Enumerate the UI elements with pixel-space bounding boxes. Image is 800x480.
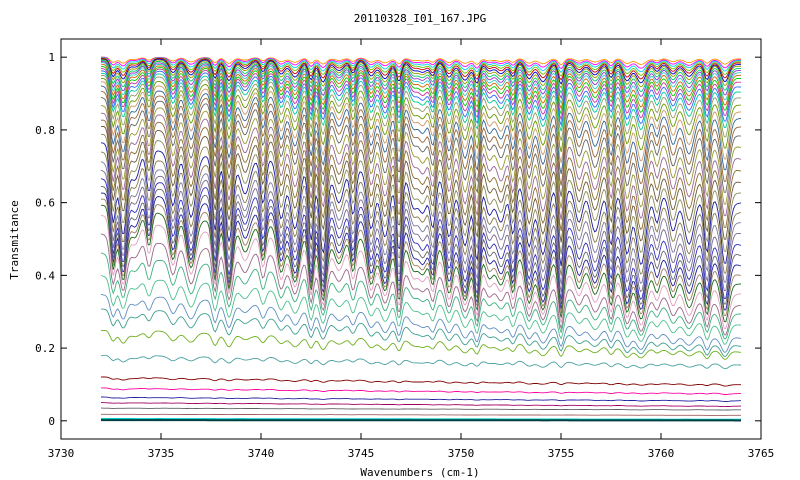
spectrum-series-line	[101, 413, 741, 416]
spectrum-series-line	[100, 85, 742, 175]
spectrum-series-line	[100, 133, 742, 255]
spectrum-series-line	[100, 252, 741, 340]
x-tick-label: 3745	[348, 447, 375, 460]
spectrum-series-line	[101, 81, 742, 164]
spectrum-series-line	[101, 354, 741, 370]
y-tick-label: 0.2	[35, 342, 55, 355]
spectrum-series-line	[101, 387, 741, 395]
spectrum-series-line	[100, 125, 742, 243]
spectrum-series-line	[101, 57, 741, 77]
spectrum-series-line	[101, 58, 742, 85]
x-tick-label: 3735	[148, 447, 175, 460]
y-tick-label: 0.8	[35, 124, 55, 137]
spectrum-series-line	[100, 90, 742, 186]
spectrum-series-line	[101, 59, 742, 90]
spectrum-series-line	[100, 78, 742, 153]
y-axis: 0 0.2 0.4 0.6 0.8 1	[35, 51, 761, 428]
spectrum-series-line	[100, 275, 742, 345]
x-tick-label: 3765	[748, 447, 775, 460]
spectrum-series-line	[100, 233, 742, 336]
spectrum-series-line	[100, 58, 741, 81]
x-tick-label: 3750	[448, 447, 475, 460]
spectrum-series-line	[100, 70, 742, 127]
spectrum-series-line	[100, 329, 742, 360]
spectrum-series-line	[100, 96, 742, 197]
spectrum-series-line	[100, 178, 742, 300]
spectrum-series-line	[100, 104, 742, 209]
spectrum-series-line	[100, 185, 742, 305]
spectrum-series-line	[100, 112, 742, 220]
spectrum-series-line	[100, 204, 742, 323]
spectrum-series-line	[101, 376, 741, 387]
spectrum-series-line	[101, 308, 742, 357]
spectrum-series-line	[100, 151, 742, 276]
spectrum-series-line	[100, 142, 742, 267]
spectrum-series-line	[100, 74, 742, 141]
y-tick-label: 0.4	[35, 269, 55, 282]
x-axis-label: Wavenumbers (cm-1)	[360, 466, 479, 479]
series-layer	[100, 56, 742, 422]
spectrum-series-line	[100, 119, 742, 232]
x-tick-label: 3755	[548, 447, 575, 460]
spectrum-series-line	[100, 68, 742, 121]
spectrum-series-line	[100, 72, 742, 132]
spectrum-series-line	[100, 169, 742, 293]
spectrum-series-line	[100, 198, 742, 317]
y-tick-label: 1	[48, 51, 55, 64]
x-tick-label: 3760	[648, 447, 675, 460]
spectrum-series-line	[101, 57, 742, 73]
spectrum-series-line	[101, 407, 741, 411]
x-tick-label: 3740	[248, 447, 275, 460]
spectrum-series-line	[100, 192, 742, 311]
spectrum-series-line	[101, 60, 741, 95]
plot-frame	[60, 38, 762, 440]
spectrum-series-line	[101, 396, 741, 402]
spectrum-series-line	[100, 215, 742, 330]
spectrum-series-line	[100, 62, 742, 105]
y-tick-label: 0.6	[35, 197, 55, 210]
spectrum-series-line	[101, 402, 741, 408]
spectrum-series-line	[101, 61, 742, 100]
spectrum-series-line	[100, 293, 742, 353]
x-tick-label: 3730	[48, 447, 75, 460]
y-tick-label: 0	[48, 415, 55, 428]
y-axis-label: Transmitance	[8, 200, 21, 279]
spectrum-series-line	[100, 161, 742, 285]
spectrum-series-line	[100, 63, 742, 110]
spectrum-series-line	[100, 65, 742, 116]
chart-title: 20110328_I01_167.JPG	[354, 12, 486, 25]
x-axis: 3730 3735 3740 3745 3750 3755 3760 3765	[48, 39, 775, 460]
